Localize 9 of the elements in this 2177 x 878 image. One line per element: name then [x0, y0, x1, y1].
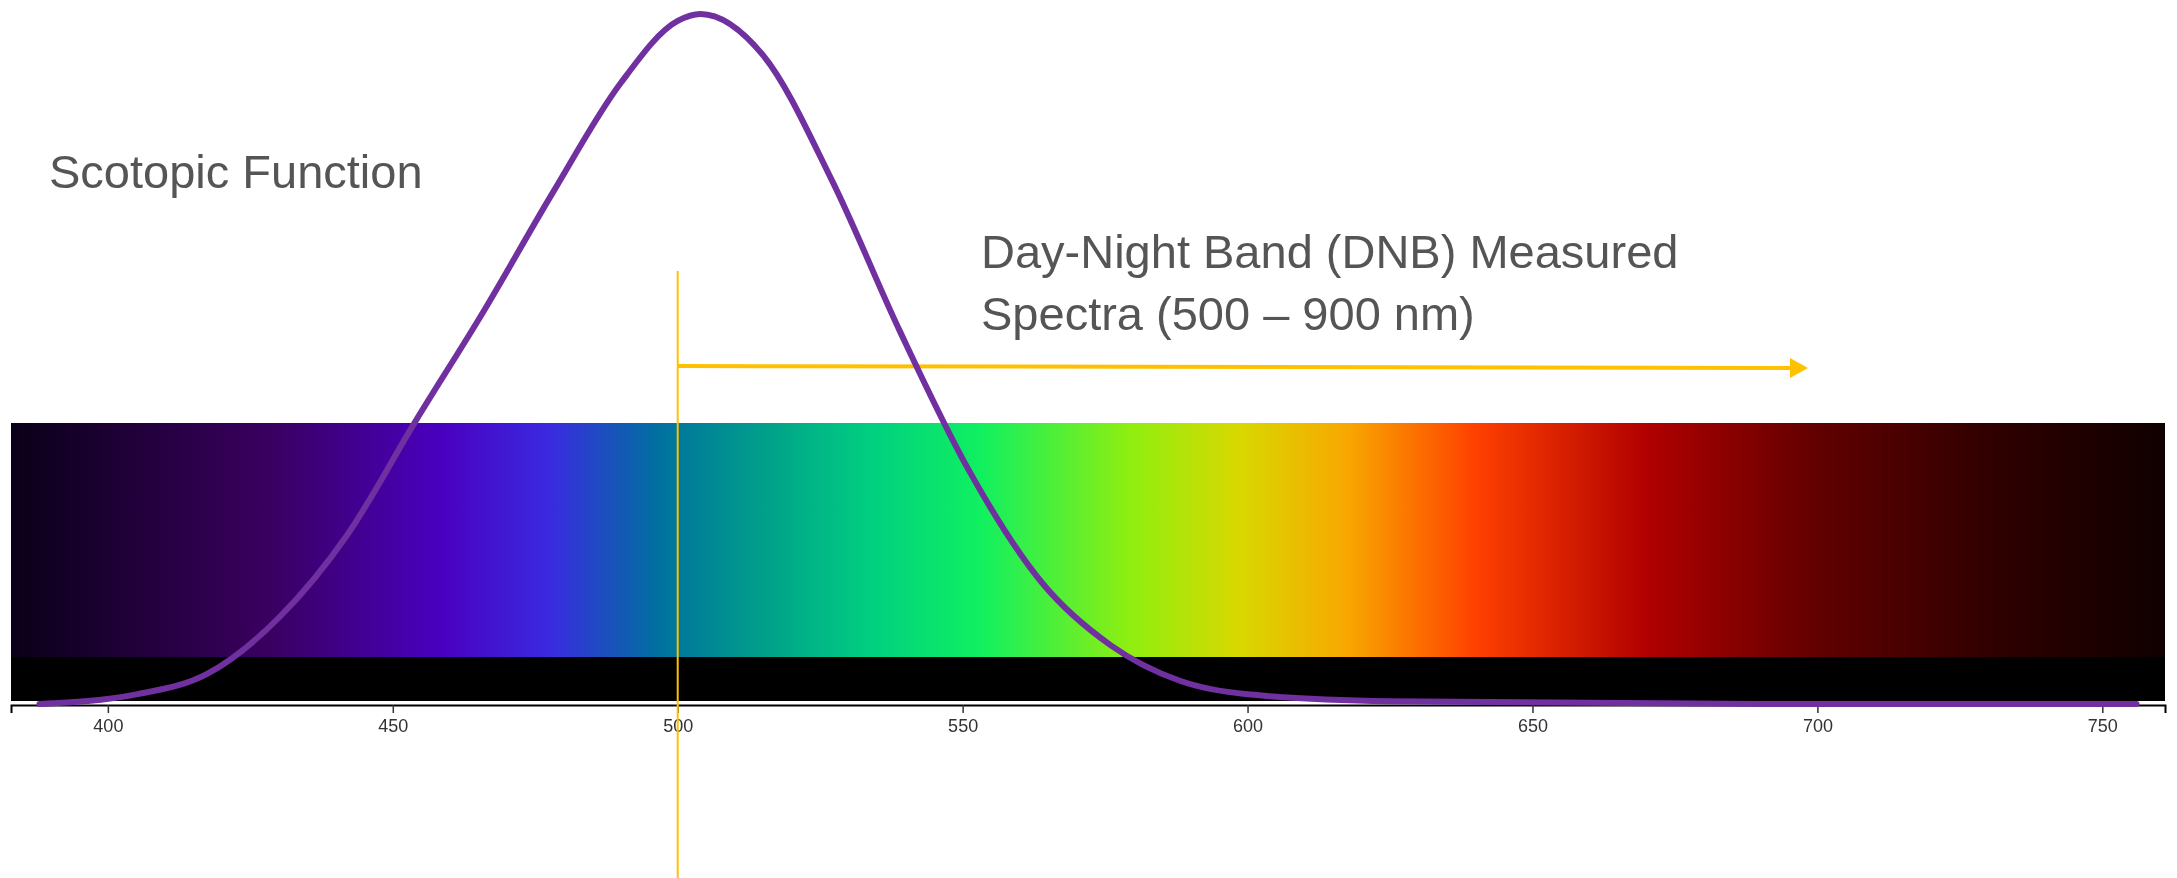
annotation: Scotopic Function	[49, 145, 423, 198]
x-tick-label: 600	[1233, 715, 1264, 736]
x-tick-label: 700	[1802, 715, 1833, 736]
x-tick-label: 550	[948, 715, 979, 736]
x-tick-label: 400	[93, 715, 124, 736]
x-tick-label: 650	[1517, 715, 1548, 736]
x-tick-label: 750	[2087, 715, 2118, 736]
annotation: Day-Night Band (DNB) Measured Spectra (500 – 900 nm)	[981, 225, 1679, 340]
x-tick-label: 450	[378, 715, 409, 736]
